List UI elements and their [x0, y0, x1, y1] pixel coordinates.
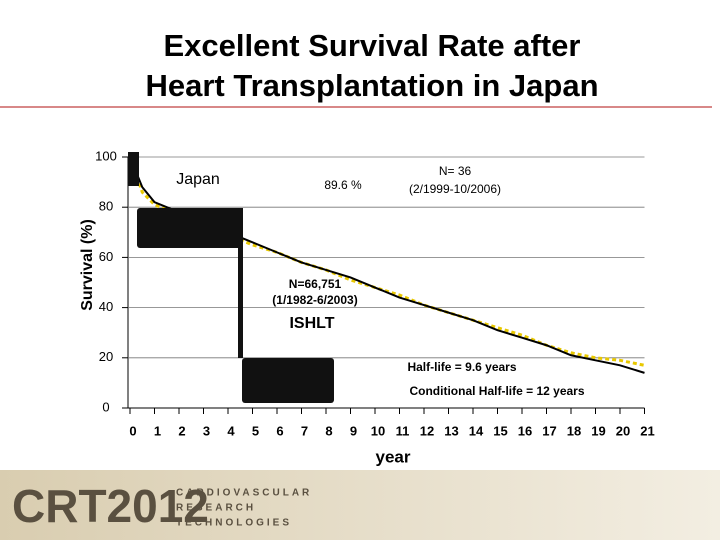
x-tick-label: 20 [616, 423, 630, 438]
annotation: N= 36 [439, 164, 472, 178]
annotation: (1/1982-6/2003) [272, 293, 357, 307]
footer-band [0, 470, 720, 540]
x-tick-label: 11 [396, 423, 410, 438]
annotation: ISHLT [289, 315, 334, 332]
x-tick-label: 19 [591, 423, 605, 438]
x-tick-label: 5 [252, 423, 259, 438]
x-tick-label: 13 [444, 423, 458, 438]
y-tick-label: 20 [99, 349, 113, 364]
annotation: Half-life = 9.6 years [407, 360, 516, 374]
y-axis-label: Survival (%) [79, 219, 96, 311]
annotation: N=66,751 [289, 277, 342, 291]
footer-brand: CRT2012 [12, 480, 209, 532]
x-tick-label: 0 [129, 423, 136, 438]
x-tick-label: 6 [276, 423, 283, 438]
japan-block [128, 152, 139, 186]
series-line [129, 156, 645, 374]
annotation: (2/1999-10/2006) [409, 182, 501, 196]
annotation: 89.6 % [324, 178, 362, 192]
x-tick-label: 9 [350, 423, 357, 438]
x-tick-label: 7 [301, 423, 308, 438]
x-tick-label: 21 [640, 423, 654, 438]
x-tick-label: 17 [542, 423, 556, 438]
footer-line: CARDIOVASCULAR [176, 488, 312, 499]
y-tick-label: 0 [102, 399, 109, 414]
x-tick-label: 3 [203, 423, 210, 438]
y-tick-label: 80 [99, 199, 113, 214]
x-tick-label: 14 [469, 423, 484, 438]
x-tick-label: 8 [325, 423, 332, 438]
y-tick-label: 60 [99, 249, 113, 264]
x-tick-label: 16 [518, 423, 532, 438]
japan-block [242, 358, 334, 403]
annotation: Japan [176, 171, 220, 188]
title: Heart Transplantation in Japan [145, 68, 598, 103]
x-tick-label: 2 [178, 423, 185, 438]
footer-line: RESEARCH [176, 503, 256, 514]
japan-block [238, 208, 243, 358]
x-tick-label: 12 [420, 423, 434, 438]
y-tick-label: 100 [95, 148, 117, 163]
x-tick-label: 15 [493, 423, 507, 438]
footer-line: TECHNOLOGIES [176, 518, 292, 529]
x-tick-label: 4 [227, 423, 235, 438]
x-axis-label: year [376, 447, 411, 466]
x-tick-label: 18 [567, 423, 581, 438]
title: Excellent Survival Rate after [164, 28, 581, 63]
x-tick-label: 10 [371, 423, 385, 438]
x-tick-label: 1 [154, 423, 161, 438]
y-tick-label: 40 [99, 299, 113, 314]
japan-block [137, 208, 243, 248]
series-line [128, 156, 645, 367]
annotation: Conditional Half-life = 12 years [409, 384, 584, 398]
